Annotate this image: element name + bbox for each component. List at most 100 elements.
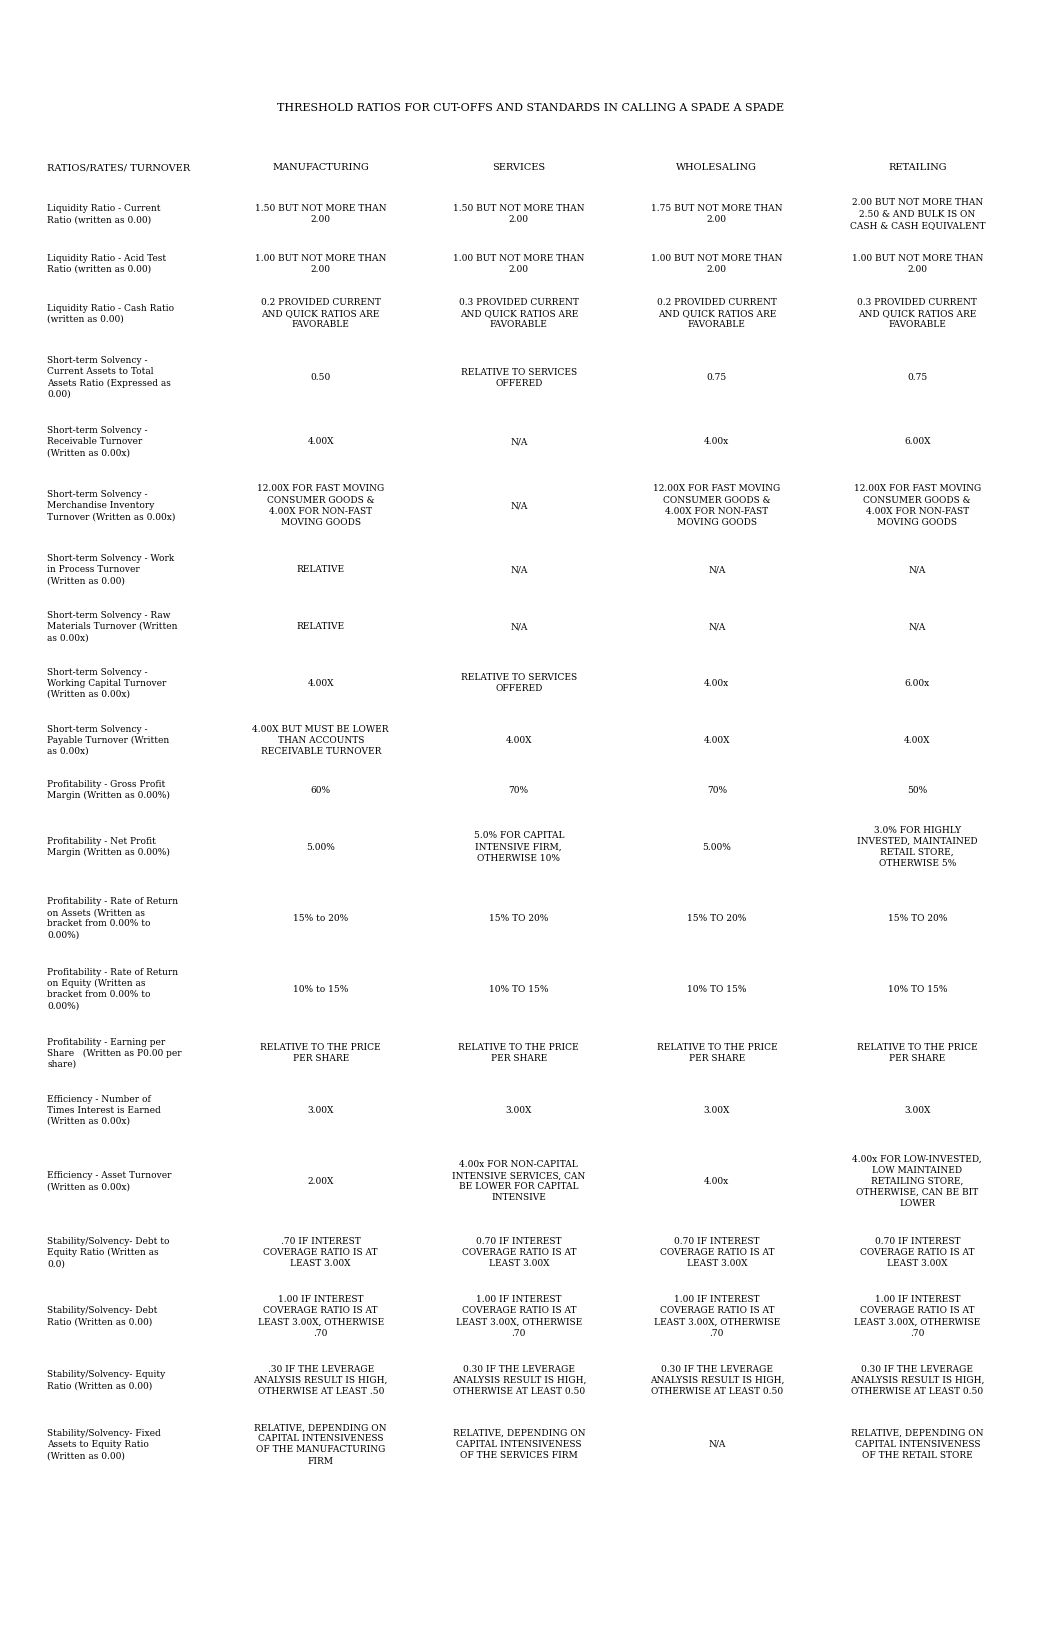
Text: 0.30 IF THE LEVERAGE
ANALYSIS RESULT IS HIGH,
OTHERWISE AT LEAST 0.50: 0.30 IF THE LEVERAGE ANALYSIS RESULT IS … <box>650 1365 784 1396</box>
Text: SERVICES: SERVICES <box>492 163 546 172</box>
Text: 1.00 BUT NOT MORE THAN
2.00: 1.00 BUT NOT MORE THAN 2.00 <box>255 254 387 273</box>
Text: 6.00X: 6.00X <box>904 438 930 446</box>
Text: 1.00 IF INTEREST
COVERAGE RATIO IS AT
LEAST 3.00X, OTHERWISE
.70: 1.00 IF INTEREST COVERAGE RATIO IS AT LE… <box>258 1295 383 1337</box>
Text: .70 IF INTEREST
COVERAGE RATIO IS AT
LEAST 3.00X: .70 IF INTEREST COVERAGE RATIO IS AT LEA… <box>263 1237 378 1267</box>
Text: RELATIVE: RELATIVE <box>296 622 345 631</box>
Text: RELATIVE, DEPENDING ON
CAPITAL INTENSIVENESS
OF THE RETAIL STORE: RELATIVE, DEPENDING ON CAPITAL INTENSIVE… <box>851 1429 983 1459</box>
Text: 4.00x: 4.00x <box>704 1176 730 1186</box>
Text: Short-term Solvency - Work
in Process Turnover
(Written as 0.00): Short-term Solvency - Work in Process Tu… <box>47 555 174 586</box>
Text: RELATIVE, DEPENDING ON
CAPITAL INTENSIVENESS
OF THE SERVICES FIRM: RELATIVE, DEPENDING ON CAPITAL INTENSIVE… <box>452 1429 585 1459</box>
Text: Profitability - Net Profit
Margin (Written as 0.00%): Profitability - Net Profit Margin (Writt… <box>47 836 170 857</box>
Text: Stability/Solvency- Debt
Ratio (Written as 0.00): Stability/Solvency- Debt Ratio (Written … <box>47 1306 157 1326</box>
Text: Short-term Solvency - Raw
Materials Turnover (Written
as 0.00x): Short-term Solvency - Raw Materials Turn… <box>47 610 177 643</box>
Text: 5.0% FOR CAPITAL
INTENSIVE FIRM,
OTHERWISE 10%: 5.0% FOR CAPITAL INTENSIVE FIRM, OTHERWI… <box>474 831 564 862</box>
Text: 4.00X: 4.00X <box>308 438 333 446</box>
Text: 1.00 BUT NOT MORE THAN
2.00: 1.00 BUT NOT MORE THAN 2.00 <box>852 254 983 273</box>
Text: N/A: N/A <box>708 1440 725 1450</box>
Text: RELATIVE: RELATIVE <box>296 565 345 574</box>
Text: 4.00x FOR LOW-INVESTED,
LOW MAINTAINED
RETAILING STORE,
OTHERWISE, CAN BE BIT
LO: 4.00x FOR LOW-INVESTED, LOW MAINTAINED R… <box>853 1155 982 1207</box>
Text: Profitability - Earning per
Share   (Written as P0.00 per
share): Profitability - Earning per Share (Writt… <box>47 1038 182 1069</box>
Text: 0.2 PROVIDED CURRENT
AND QUICK RATIOS ARE
FAVORABLE: 0.2 PROVIDED CURRENT AND QUICK RATIOS AR… <box>657 298 776 329</box>
Text: 70%: 70% <box>706 786 726 794</box>
Text: Short-term Solvency -
Merchandise Inventory
Turnover (Written as 0.00x): Short-term Solvency - Merchandise Invent… <box>47 490 175 521</box>
Text: N/A: N/A <box>510 438 528 446</box>
Text: 5.00%: 5.00% <box>306 843 336 851</box>
Text: 1.00 IF INTEREST
COVERAGE RATIO IS AT
LEAST 3.00X, OTHERWISE
.70: 1.00 IF INTEREST COVERAGE RATIO IS AT LE… <box>854 1295 980 1337</box>
Text: 0.30 IF THE LEVERAGE
ANALYSIS RESULT IS HIGH,
OTHERWISE AT LEAST 0.50: 0.30 IF THE LEVERAGE ANALYSIS RESULT IS … <box>451 1365 586 1396</box>
Text: Short-term Solvency -
Working Capital Turnover
(Written as 0.00x): Short-term Solvency - Working Capital Tu… <box>47 667 167 700</box>
Text: 0.70 IF INTEREST
COVERAGE RATIO IS AT
LEAST 3.00X: 0.70 IF INTEREST COVERAGE RATIO IS AT LE… <box>860 1237 975 1267</box>
Text: RELATIVE TO SERVICES
OFFERED: RELATIVE TO SERVICES OFFERED <box>461 368 577 387</box>
Text: RELATIVE TO THE PRICE
PER SHARE: RELATIVE TO THE PRICE PER SHARE <box>260 1043 381 1064</box>
Text: MANUFACTURING: MANUFACTURING <box>272 163 370 172</box>
Text: 4.00X: 4.00X <box>703 735 730 745</box>
Text: 0.75: 0.75 <box>907 373 927 382</box>
Text: Stability/Solvency- Fixed
Assets to Equity Ratio
(Written as 0.00): Stability/Solvency- Fixed Assets to Equi… <box>47 1429 160 1459</box>
Text: 0.2 PROVIDED CURRENT
AND QUICK RATIOS ARE
FAVORABLE: 0.2 PROVIDED CURRENT AND QUICK RATIOS AR… <box>261 298 380 329</box>
Text: Efficiency - Number of
Times Interest is Earned
(Written as 0.00x): Efficiency - Number of Times Interest is… <box>47 1095 160 1126</box>
Text: 1.50 BUT NOT MORE THAN
2.00: 1.50 BUT NOT MORE THAN 2.00 <box>255 203 387 225</box>
Text: RELATIVE TO THE PRICE
PER SHARE: RELATIVE TO THE PRICE PER SHARE <box>857 1043 978 1064</box>
Text: 0.70 IF INTEREST
COVERAGE RATIO IS AT
LEAST 3.00X: 0.70 IF INTEREST COVERAGE RATIO IS AT LE… <box>462 1237 576 1267</box>
Text: 0.70 IF INTEREST
COVERAGE RATIO IS AT
LEAST 3.00X: 0.70 IF INTEREST COVERAGE RATIO IS AT LE… <box>660 1237 774 1267</box>
Text: 12.00X FOR FAST MOVING
CONSUMER GOODS &
4.00X FOR NON-FAST
MOVING GOODS: 12.00X FOR FAST MOVING CONSUMER GOODS & … <box>257 485 384 527</box>
Text: 10% to 15%: 10% to 15% <box>293 984 348 994</box>
Text: RELATIVE TO SERVICES
OFFERED: RELATIVE TO SERVICES OFFERED <box>461 674 577 693</box>
Text: 4.00X: 4.00X <box>308 678 333 688</box>
Text: 1.00 BUT NOT MORE THAN
2.00: 1.00 BUT NOT MORE THAN 2.00 <box>453 254 584 273</box>
Text: Efficiency - Asset Turnover
(Written as 0.00x): Efficiency - Asset Turnover (Written as … <box>47 1171 171 1191</box>
Text: Profitability - Gross Profit
Margin (Written as 0.00%): Profitability - Gross Profit Margin (Wri… <box>47 779 170 800</box>
Text: .30 IF THE LEVERAGE
ANALYSIS RESULT IS HIGH,
OTHERWISE AT LEAST .50: .30 IF THE LEVERAGE ANALYSIS RESULT IS H… <box>254 1365 388 1396</box>
Text: N/A: N/A <box>909 622 926 631</box>
Text: Liquidity Ratio - Cash Ratio
(written as 0.00): Liquidity Ratio - Cash Ratio (written as… <box>47 304 174 324</box>
Text: 70%: 70% <box>509 786 529 794</box>
Text: Liquidity Ratio - Acid Test
Ratio (written as 0.00): Liquidity Ratio - Acid Test Ratio (writt… <box>47 254 166 273</box>
Text: 3.00X: 3.00X <box>308 1106 333 1114</box>
Text: Short-term Solvency -
Current Assets to Total
Assets Ratio (Expressed as
0.00): Short-term Solvency - Current Assets to … <box>47 356 171 399</box>
Text: 4.00X BUT MUST BE LOWER
THAN ACCOUNTS
RECEIVABLE TURNOVER: 4.00X BUT MUST BE LOWER THAN ACCOUNTS RE… <box>253 724 389 757</box>
Text: 3.00X: 3.00X <box>704 1106 730 1114</box>
Text: 2.00 BUT NOT MORE THAN
2.50 & AND BULK IS ON
CASH & CASH EQUIVALENT: 2.00 BUT NOT MORE THAN 2.50 & AND BULK I… <box>850 198 986 229</box>
Text: N/A: N/A <box>708 565 725 574</box>
Text: 2.00X: 2.00X <box>308 1176 333 1186</box>
Text: WHOLESALING: WHOLESALING <box>676 163 757 172</box>
Text: THRESHOLD RATIOS FOR CUT-OFFS AND STANDARDS IN CALLING A SPADE A SPADE: THRESHOLD RATIOS FOR CUT-OFFS AND STANDA… <box>277 103 785 112</box>
Text: 4.00x FOR NON-CAPITAL
INTENSIVE SERVICES, CAN
BE LOWER FOR CAPITAL
INTENSIVE: 4.00x FOR NON-CAPITAL INTENSIVE SERVICES… <box>452 1160 585 1202</box>
Text: 0.50: 0.50 <box>310 373 331 382</box>
Text: N/A: N/A <box>510 565 528 574</box>
Text: RELATIVE, DEPENDING ON
CAPITAL INTENSIVENESS
OF THE MANUFACTURING
FIRM: RELATIVE, DEPENDING ON CAPITAL INTENSIVE… <box>255 1424 387 1466</box>
Text: N/A: N/A <box>909 565 926 574</box>
Text: 0.3 PROVIDED CURRENT
AND QUICK RATIOS ARE
FAVORABLE: 0.3 PROVIDED CURRENT AND QUICK RATIOS AR… <box>459 298 579 329</box>
Text: Stability/Solvency- Debt to
Equity Ratio (Written as
0.0): Stability/Solvency- Debt to Equity Ratio… <box>47 1237 170 1267</box>
Text: N/A: N/A <box>510 622 528 631</box>
Text: 3.00X: 3.00X <box>904 1106 930 1114</box>
Text: 0.75: 0.75 <box>706 373 727 382</box>
Text: 4.00X: 4.00X <box>904 735 930 745</box>
Text: 4.00x: 4.00x <box>704 438 730 446</box>
Text: 3.00X: 3.00X <box>506 1106 532 1114</box>
Text: 3.0% FOR HIGHLY
INVESTED, MAINTAINED
RETAIL STORE,
OTHERWISE 5%: 3.0% FOR HIGHLY INVESTED, MAINTAINED RET… <box>857 827 978 869</box>
Text: RATIOS/RATES/ TURNOVER: RATIOS/RATES/ TURNOVER <box>47 163 190 172</box>
Text: N/A: N/A <box>510 501 528 511</box>
Text: 10% TO 15%: 10% TO 15% <box>888 984 947 994</box>
Text: RELATIVE TO THE PRICE
PER SHARE: RELATIVE TO THE PRICE PER SHARE <box>656 1043 777 1064</box>
Text: Stability/Solvency- Equity
Ratio (Written as 0.00): Stability/Solvency- Equity Ratio (Writte… <box>47 1370 166 1391</box>
Text: 15% TO 20%: 15% TO 20% <box>490 914 548 923</box>
Text: 1.00 IF INTEREST
COVERAGE RATIO IS AT
LEAST 3.00X, OTHERWISE
.70: 1.00 IF INTEREST COVERAGE RATIO IS AT LE… <box>654 1295 780 1337</box>
Text: 50%: 50% <box>907 786 927 794</box>
Text: 1.00 BUT NOT MORE THAN
2.00: 1.00 BUT NOT MORE THAN 2.00 <box>651 254 783 273</box>
Text: 4.00X: 4.00X <box>506 735 532 745</box>
Text: 0.30 IF THE LEVERAGE
ANALYSIS RESULT IS HIGH,
OTHERWISE AT LEAST 0.50: 0.30 IF THE LEVERAGE ANALYSIS RESULT IS … <box>850 1365 984 1396</box>
Text: 15% TO 20%: 15% TO 20% <box>687 914 747 923</box>
Text: 10% TO 15%: 10% TO 15% <box>687 984 747 994</box>
Text: Liquidity Ratio - Current
Ratio (written as 0.00): Liquidity Ratio - Current Ratio (written… <box>47 203 160 225</box>
Text: Short-term Solvency -
Payable Turnover (Written
as 0.00x): Short-term Solvency - Payable Turnover (… <box>47 724 169 757</box>
Text: Profitability - Rate of Return
on Equity (Written as
bracket from 0.00% to
0.00%: Profitability - Rate of Return on Equity… <box>47 968 178 1010</box>
Text: 4.00x: 4.00x <box>704 678 730 688</box>
Text: N/A: N/A <box>708 622 725 631</box>
Text: Short-term Solvency -
Receivable Turnover
(Written as 0.00x): Short-term Solvency - Receivable Turnove… <box>47 426 148 457</box>
Text: RELATIVE TO THE PRICE
PER SHARE: RELATIVE TO THE PRICE PER SHARE <box>459 1043 579 1064</box>
Text: 6.00x: 6.00x <box>905 678 930 688</box>
Text: RETAILING: RETAILING <box>888 163 946 172</box>
Text: 5.00%: 5.00% <box>702 843 732 851</box>
